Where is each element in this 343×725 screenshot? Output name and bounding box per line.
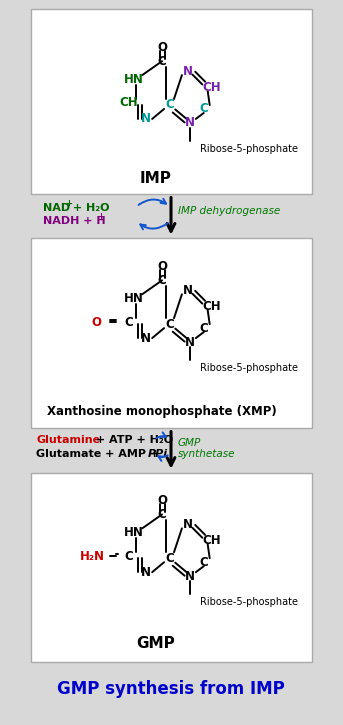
Text: CH: CH — [202, 299, 221, 312]
Text: C: C — [166, 552, 174, 565]
Text: H₂N: H₂N — [80, 550, 105, 563]
Text: C: C — [158, 274, 166, 287]
Text: O: O — [157, 260, 167, 273]
Text: N: N — [183, 518, 193, 531]
Text: O: O — [92, 315, 102, 328]
Text: NAD: NAD — [43, 202, 70, 212]
Text: C: C — [199, 102, 208, 115]
Text: GMP synthesis from IMP: GMP synthesis from IMP — [57, 680, 285, 697]
Text: O: O — [157, 494, 167, 507]
Text: synthetase: synthetase — [178, 449, 235, 459]
Text: N: N — [183, 283, 193, 297]
Text: CH: CH — [202, 534, 221, 547]
FancyBboxPatch shape — [31, 239, 312, 428]
FancyArrowPatch shape — [156, 432, 166, 438]
FancyBboxPatch shape — [31, 473, 312, 662]
Text: + ATP + H₂O: + ATP + H₂O — [92, 435, 173, 444]
Text: C: C — [166, 318, 174, 331]
Text: C: C — [199, 322, 208, 335]
Text: N: N — [185, 117, 195, 130]
Text: Glutamate + AMP +: Glutamate + AMP + — [36, 449, 163, 459]
Text: NADH + H: NADH + H — [43, 215, 106, 225]
Text: PPi: PPi — [148, 449, 168, 459]
Text: GMP: GMP — [136, 637, 175, 652]
Text: C: C — [166, 99, 174, 112]
Text: Ribose-5-phosphate: Ribose-5-phosphate — [200, 144, 298, 154]
Text: Ribose-5-phosphate: Ribose-5-phosphate — [200, 597, 298, 607]
Text: C: C — [199, 556, 208, 568]
Text: CH: CH — [119, 96, 138, 109]
Text: N: N — [185, 570, 195, 583]
FancyArrowPatch shape — [158, 455, 168, 461]
FancyArrowPatch shape — [140, 223, 168, 229]
Text: IMP dehydrogenase: IMP dehydrogenase — [178, 206, 280, 215]
Text: + H₂O: + H₂O — [69, 202, 109, 212]
Text: N: N — [141, 566, 151, 579]
Text: N: N — [141, 331, 151, 344]
FancyArrowPatch shape — [139, 199, 166, 205]
Text: Xanthosine monophosphate (XMP): Xanthosine monophosphate (XMP) — [47, 405, 277, 418]
Text: Ribose-5-phosphate: Ribose-5-phosphate — [200, 363, 298, 373]
Text: C: C — [124, 315, 133, 328]
Text: GMP: GMP — [178, 438, 201, 448]
Text: N: N — [183, 65, 193, 78]
Text: C: C — [158, 54, 166, 67]
Text: O: O — [157, 41, 167, 54]
Text: IMP: IMP — [139, 171, 171, 186]
Text: +: + — [65, 199, 72, 208]
Text: +: + — [98, 212, 105, 221]
Text: N: N — [141, 112, 151, 125]
Text: HN: HN — [125, 291, 144, 304]
Text: HN: HN — [125, 72, 144, 86]
FancyBboxPatch shape — [31, 9, 312, 194]
Text: N: N — [185, 336, 195, 349]
Text: C: C — [124, 550, 133, 563]
Text: CH: CH — [202, 80, 221, 94]
Text: HN: HN — [125, 526, 144, 539]
Text: Glutamine: Glutamine — [36, 435, 100, 444]
Text: C: C — [158, 508, 166, 521]
